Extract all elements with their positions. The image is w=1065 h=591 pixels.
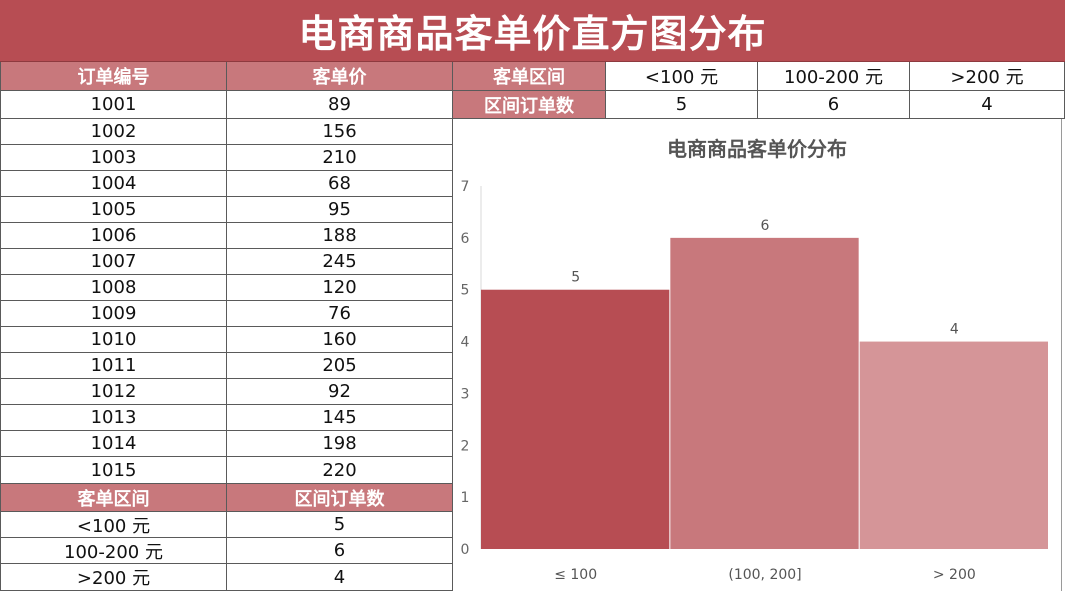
x-tick-label: ≤ 100 bbox=[554, 567, 597, 583]
x-tick-label: (100, 200] bbox=[728, 567, 801, 583]
y-tick-label: 0 bbox=[461, 542, 470, 558]
orders-header-id: 订单编号 bbox=[0, 62, 227, 91]
order-id-cell: 1011 bbox=[0, 353, 227, 379]
y-tick-label: 4 bbox=[461, 335, 470, 351]
y-tick-label: 3 bbox=[461, 386, 470, 402]
histogram-chart[interactable]: 电商商品客单价分布 0 1 2 3 4 5 6 7 5 ≤ 100 6 (100, 200] 4 > 200 bbox=[453, 119, 1062, 591]
histogram-bar bbox=[670, 237, 859, 549]
y-tick-label: 7 bbox=[461, 179, 470, 195]
order-price-cell: 68 bbox=[227, 171, 453, 197]
order-id-cell: 1013 bbox=[0, 405, 227, 431]
bar-data-label: 4 bbox=[950, 322, 959, 338]
summary-header-range: 客单区间 bbox=[0, 484, 227, 512]
order-price-cell: 198 bbox=[227, 431, 453, 457]
order-price-cell: 205 bbox=[227, 353, 453, 379]
order-id-cell: 1009 bbox=[0, 301, 227, 327]
summary-header-count: 区间订单数 bbox=[227, 484, 453, 512]
summary-count-cell: 6 bbox=[227, 538, 453, 564]
chart-title: 电商商品客单价分布 bbox=[667, 137, 847, 161]
order-id-cell: 1001 bbox=[0, 91, 227, 119]
order-id-cell: 1012 bbox=[0, 379, 227, 405]
summary-count-cell: 4 bbox=[227, 564, 453, 591]
order-price-cell: 156 bbox=[227, 119, 453, 145]
order-id-cell: 1014 bbox=[0, 431, 227, 457]
order-price-cell: 89 bbox=[227, 91, 453, 119]
order-id-cell: 1002 bbox=[0, 119, 227, 145]
order-id-cell: 1003 bbox=[0, 145, 227, 171]
top-summary-range: <100 元 bbox=[606, 62, 758, 91]
y-tick-label: 2 bbox=[461, 438, 470, 454]
x-tick-label: > 200 bbox=[933, 567, 976, 583]
order-id-cell: 1015 bbox=[0, 457, 227, 484]
page-title: 电商商品客单价直方图分布 bbox=[0, 0, 1065, 62]
bar-data-label: 6 bbox=[761, 218, 770, 234]
top-summary-count: 5 bbox=[606, 91, 758, 119]
top-summary-count: 4 bbox=[910, 91, 1065, 119]
y-tick-label: 6 bbox=[461, 231, 470, 247]
order-id-cell: 1004 bbox=[0, 171, 227, 197]
order-price-cell: 92 bbox=[227, 379, 453, 405]
order-id-cell: 1010 bbox=[0, 327, 227, 353]
y-tick-label: 5 bbox=[461, 283, 470, 299]
order-id-cell: 1006 bbox=[0, 223, 227, 249]
summary-range-cell: <100 元 bbox=[0, 512, 227, 538]
orders-header-price: 客单价 bbox=[227, 62, 453, 91]
order-price-cell: 76 bbox=[227, 301, 453, 327]
top-summary-range: >200 元 bbox=[910, 62, 1065, 91]
summary-count-cell: 5 bbox=[227, 512, 453, 538]
order-id-cell: 1007 bbox=[0, 249, 227, 275]
order-id-cell: 1005 bbox=[0, 197, 227, 223]
histogram-bar bbox=[481, 289, 670, 549]
summary-range-cell: >200 元 bbox=[0, 564, 227, 591]
order-price-cell: 145 bbox=[227, 405, 453, 431]
chart-svg: 电商商品客单价分布 0 1 2 3 4 5 6 7 5 ≤ 100 6 (100, 200] 4 > 200 bbox=[461, 137, 1048, 583]
top-summary-range-label: 客单区间 bbox=[453, 62, 606, 91]
y-tick-label: 1 bbox=[461, 490, 470, 506]
summary-range-cell: 100-200 元 bbox=[0, 538, 227, 564]
order-price-cell: 210 bbox=[227, 145, 453, 171]
top-summary-count: 6 bbox=[758, 91, 910, 119]
order-price-cell: 95 bbox=[227, 197, 453, 223]
order-price-cell: 220 bbox=[227, 457, 453, 484]
histogram-bar bbox=[859, 341, 1048, 549]
order-price-cell: 120 bbox=[227, 275, 453, 301]
order-price-cell: 160 bbox=[227, 327, 453, 353]
order-price-cell: 245 bbox=[227, 249, 453, 275]
top-summary-count-label: 区间订单数 bbox=[453, 91, 606, 119]
order-price-cell: 188 bbox=[227, 223, 453, 249]
top-summary-range: 100-200 元 bbox=[758, 62, 910, 91]
bar-data-label: 5 bbox=[571, 270, 580, 286]
order-id-cell: 1008 bbox=[0, 275, 227, 301]
